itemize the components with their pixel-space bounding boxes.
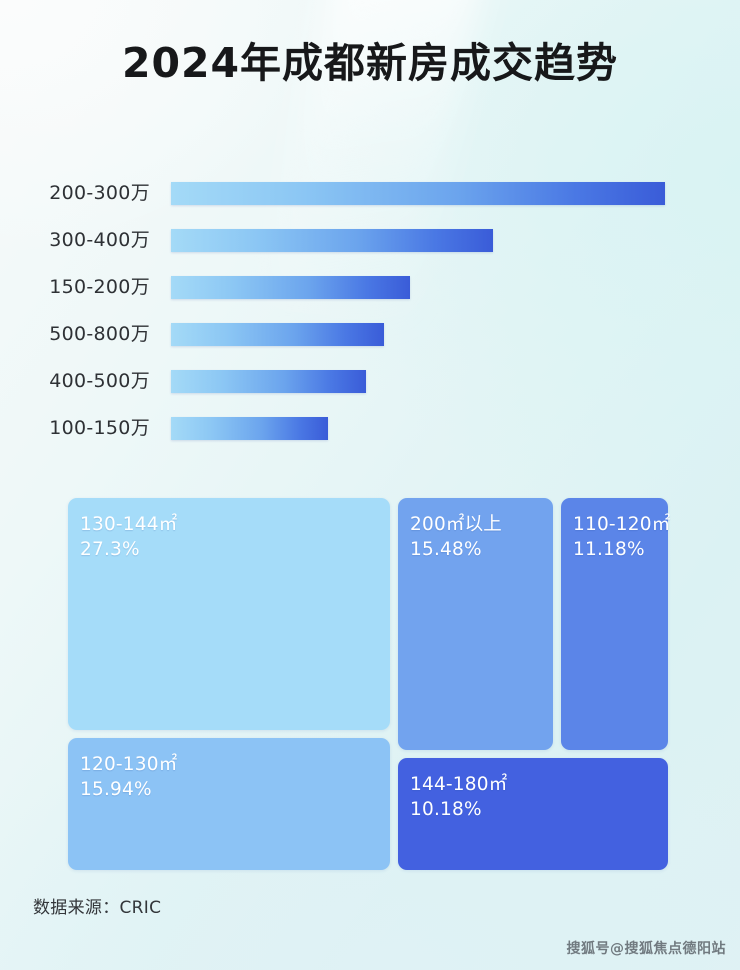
- page-title: 2024年成都新房成交趋势: [121, 39, 619, 87]
- bar-track: [171, 182, 665, 205]
- treemap-tile-value: 11.18%: [573, 539, 645, 560]
- treemap-tile-value: 15.94%: [80, 779, 152, 800]
- treemap-tile-label: 110-120㎡: [573, 514, 671, 535]
- bar-row: 300-400万: [0, 225, 740, 255]
- area-range-treemap: 130-144㎡ 27.3% 120-130㎡ 15.94% 200㎡以上 15.48% 1…: [68, 498, 671, 870]
- bar-track: [171, 417, 329, 440]
- bar-fill: [171, 370, 367, 393]
- bar-track: [171, 229, 494, 252]
- treemap-tile[interactable]: 144-180㎡ 10.18%: [398, 758, 668, 870]
- treemap-tile-label: 130-144㎡: [80, 514, 178, 535]
- bar-track: [171, 370, 367, 393]
- bar-fill: [171, 229, 494, 252]
- bar-row: 150-200万: [0, 272, 740, 302]
- bar-fill: [171, 417, 329, 440]
- bar-track: [171, 276, 411, 299]
- watermark-label: 搜狐号@搜狐焦点德阳站: [566, 941, 726, 957]
- bar-fill: [171, 276, 411, 299]
- treemap-tile-value: 27.3%: [80, 539, 140, 560]
- bar-category-label: 500-800万: [49, 323, 150, 345]
- treemap-tile-label: 120-130㎡: [80, 754, 178, 775]
- treemap-tile-label: 144-180㎡: [410, 774, 508, 795]
- treemap-tile-value: 15.48%: [410, 539, 482, 560]
- treemap-tile[interactable]: 110-120㎡ 11.18%: [561, 498, 671, 750]
- bar-fill: [171, 182, 665, 205]
- bar-row: 200-300万: [0, 178, 740, 208]
- treemap-tile[interactable]: 130-144㎡ 27.3%: [68, 498, 390, 730]
- price-range-bar-chart: 200-300万 300-400万 150-200万 500-800万 400-500万…: [0, 178, 740, 446]
- bar-fill: [171, 323, 384, 346]
- bar-row: 500-800万: [0, 319, 740, 349]
- treemap-tile-label: 200㎡以上: [410, 514, 503, 535]
- bar-category-label: 150-200万: [49, 276, 150, 298]
- bar-category-label: 400-500万: [49, 370, 150, 392]
- bar-category-label: 200-300万: [49, 182, 150, 204]
- data-source-label: 数据来源：CRIC: [33, 898, 162, 918]
- treemap-tile[interactable]: 200㎡以上 15.48%: [398, 498, 553, 750]
- bar-category-label: 100-150万: [49, 417, 150, 439]
- bar-row: 400-500万: [0, 366, 740, 396]
- treemap-tile-value: 10.18%: [410, 799, 482, 820]
- bar-row: 100-150万: [0, 413, 740, 443]
- treemap-tile[interactable]: 120-130㎡ 15.94%: [68, 738, 390, 870]
- bar-category-label: 300-400万: [49, 229, 150, 251]
- bar-track: [171, 323, 384, 346]
